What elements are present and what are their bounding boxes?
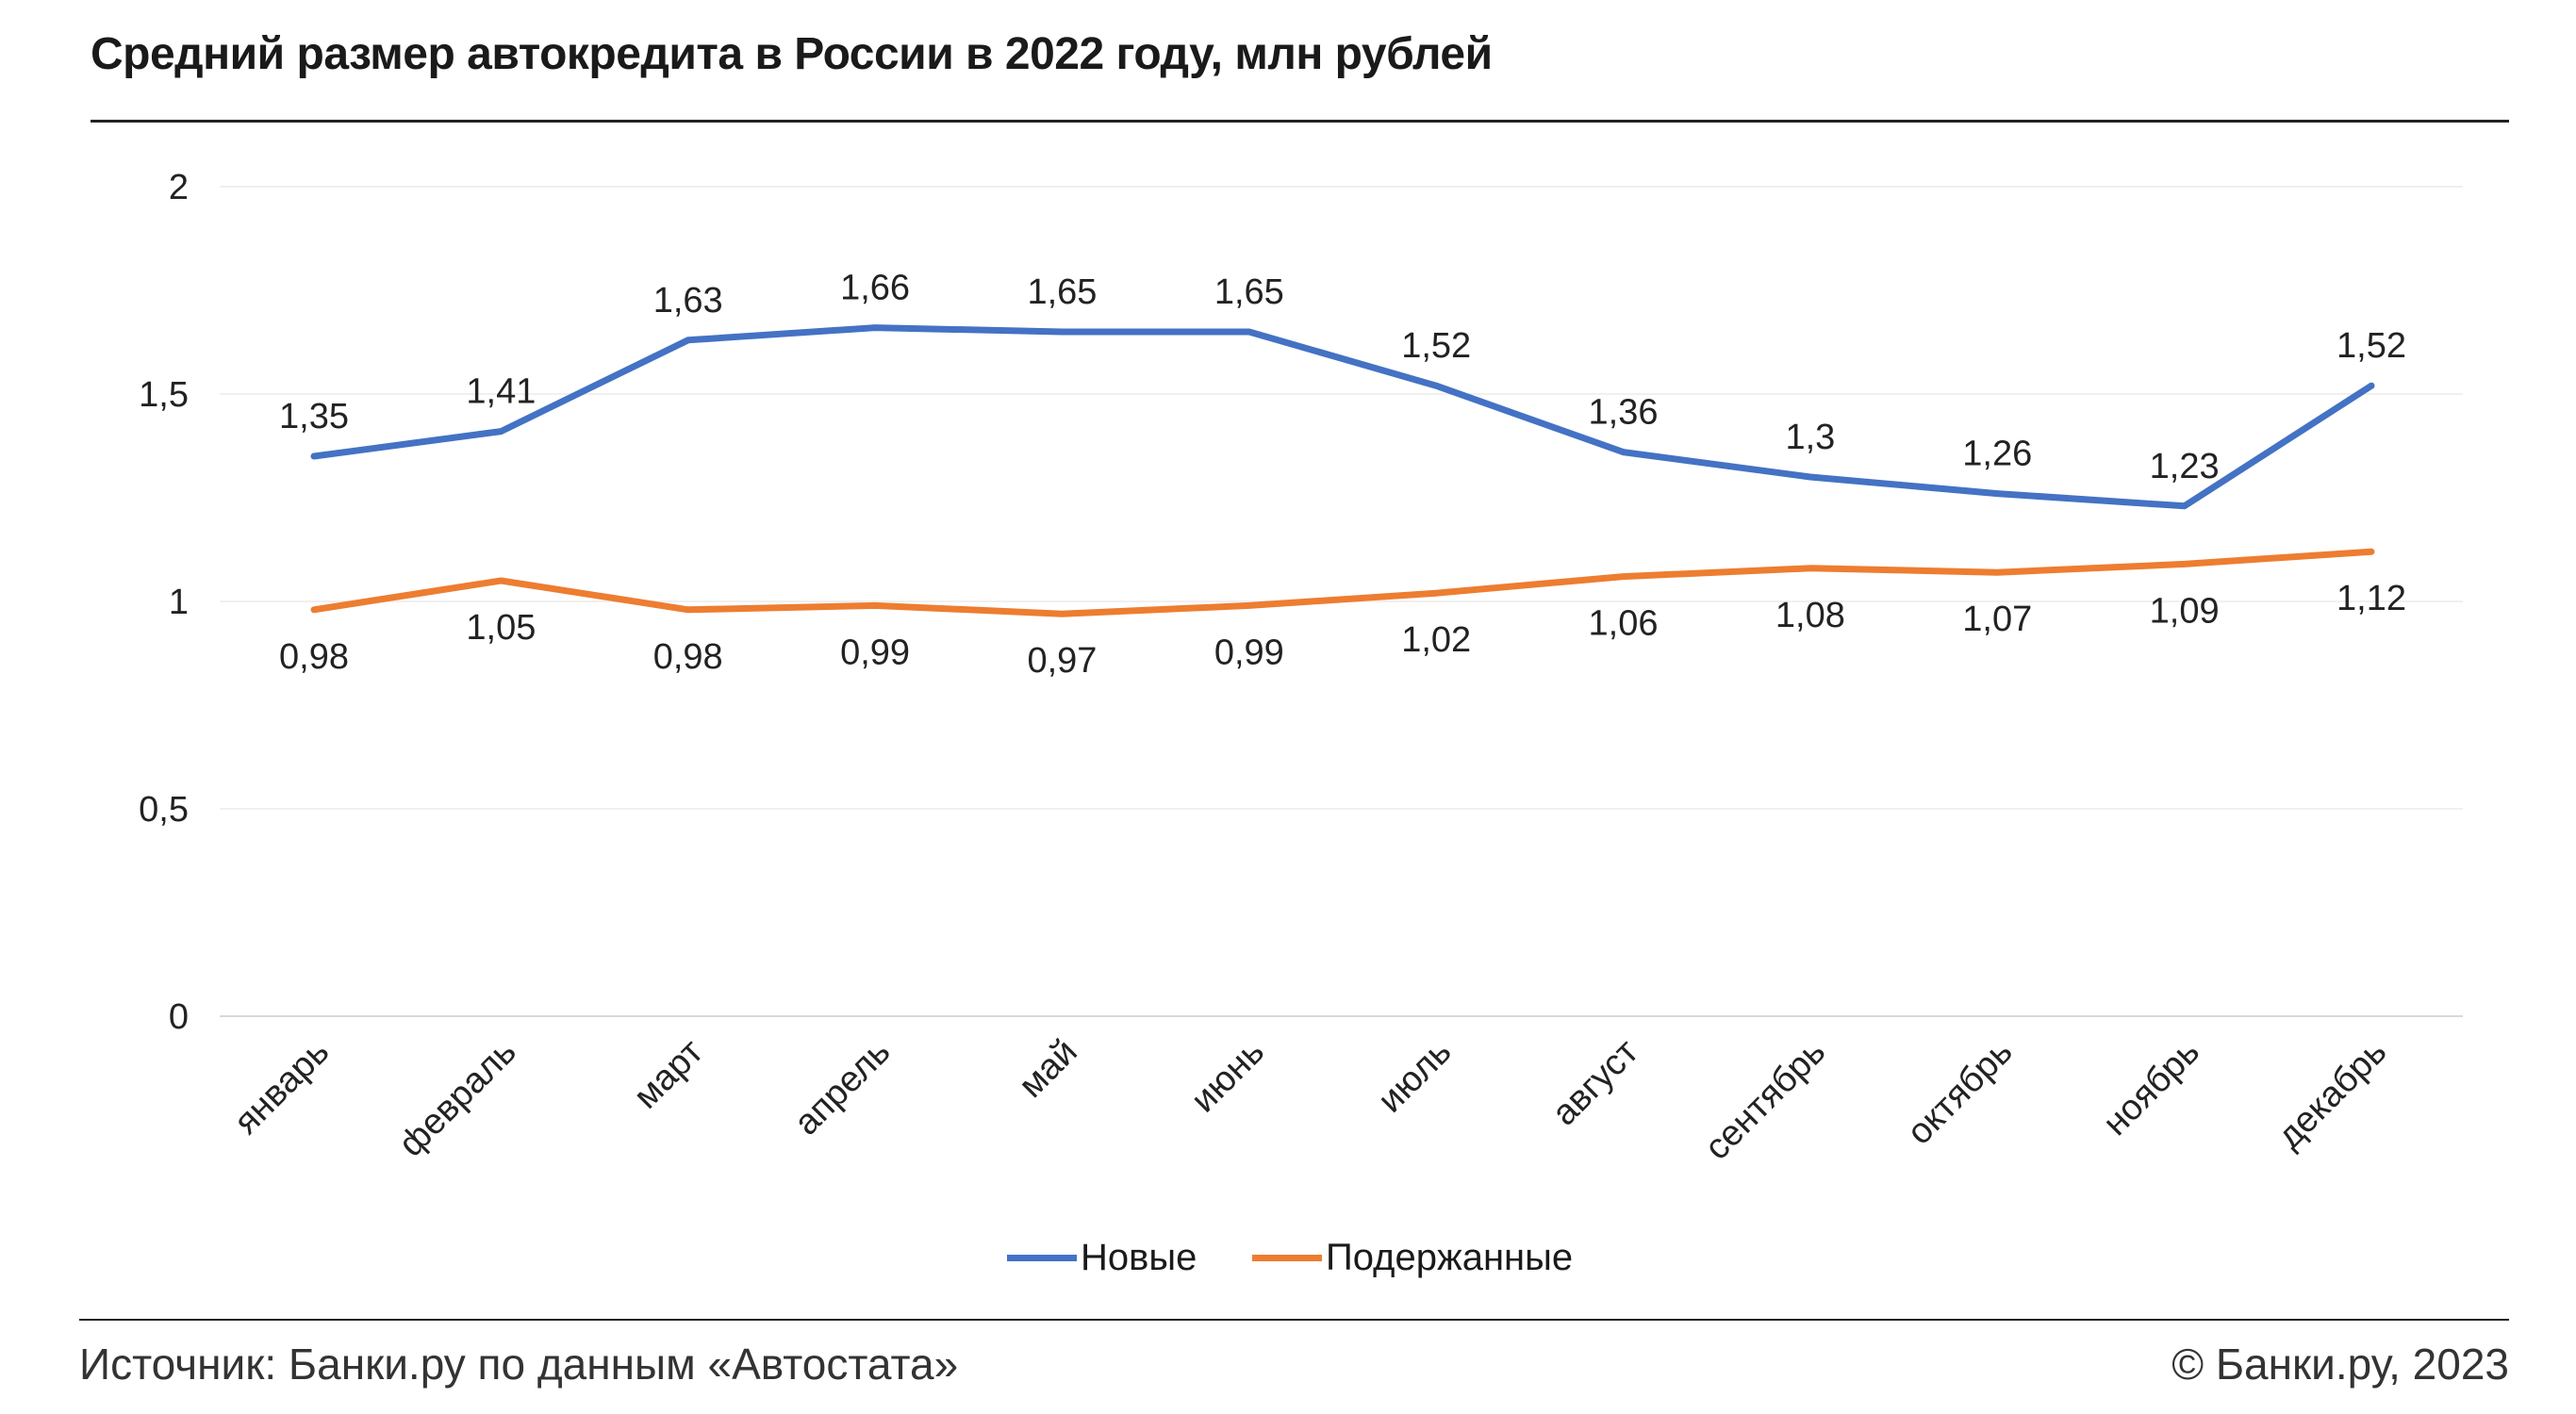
x-tick-label: январь xyxy=(226,1032,337,1143)
data-label: 0,99 xyxy=(840,633,910,672)
x-tick-label: июль xyxy=(1371,1032,1460,1121)
data-point xyxy=(313,455,315,457)
data-point xyxy=(1622,451,1625,453)
data-label: 0,98 xyxy=(653,637,723,677)
legend-label-used: Подержанные xyxy=(1326,1237,1574,1278)
data-label: 1,35 xyxy=(279,397,349,436)
chart-title: Средний размер автокредита в России в 20… xyxy=(91,29,1493,79)
data-label: 0,99 xyxy=(1214,633,1284,672)
data-label: 1,05 xyxy=(466,608,536,648)
data-label: 1,26 xyxy=(1962,435,2032,474)
x-tick-label: сентябрь xyxy=(1697,1032,1833,1168)
title-divider xyxy=(91,120,2509,123)
data-point xyxy=(2183,563,2186,566)
legend-item-used: Подержанные xyxy=(1252,1237,1573,1279)
data-label: 1,12 xyxy=(2337,579,2406,618)
legend-item-new: Новые xyxy=(1007,1237,1197,1279)
y-tick-label: 0 xyxy=(169,997,189,1037)
series-line-used xyxy=(310,548,2375,617)
legend-swatch-new xyxy=(1007,1255,1077,1261)
data-point xyxy=(874,604,877,607)
data-label: 1,52 xyxy=(1401,326,1471,366)
y-tick-label: 0,5 xyxy=(139,790,189,830)
x-tick-label: апрель xyxy=(787,1032,899,1143)
data-point xyxy=(2370,551,2372,553)
data-point xyxy=(1247,331,1250,333)
y-tick-label: 1 xyxy=(169,583,189,622)
data-point xyxy=(2183,504,2186,507)
data-label: 1,65 xyxy=(1027,272,1097,312)
data-point xyxy=(1808,567,1811,569)
x-tick-label: февраль xyxy=(391,1032,524,1165)
data-label: 1,52 xyxy=(2337,326,2406,366)
data-point xyxy=(1061,331,1064,333)
data-point xyxy=(1435,592,1438,595)
data-point xyxy=(500,430,503,433)
footer-divider xyxy=(79,1319,2509,1321)
data-point xyxy=(686,608,689,611)
data-point xyxy=(500,580,503,582)
data-label: 1,36 xyxy=(1589,393,1659,433)
data-label: 1,06 xyxy=(1589,604,1659,644)
legend-swatch-used xyxy=(1252,1255,1322,1261)
y-tick-label: 1,5 xyxy=(139,375,189,415)
x-tick-label: август xyxy=(1544,1032,1646,1134)
data-point xyxy=(1996,492,1999,495)
copyright: © Банки.ру, 2023 xyxy=(2171,1340,2509,1389)
data-label: 1,23 xyxy=(2150,447,2220,486)
x-tick-label: ноябрь xyxy=(2096,1032,2207,1143)
x-tick-label: март xyxy=(626,1032,711,1117)
data-point xyxy=(1247,604,1250,607)
legend-label-new: Новые xyxy=(1081,1237,1197,1278)
data-label: 1,02 xyxy=(1401,620,1471,660)
data-label: 0,97 xyxy=(1027,641,1097,681)
data-label: 1,09 xyxy=(2150,591,2220,631)
data-point xyxy=(313,608,315,611)
x-tick-label: октябрь xyxy=(1900,1032,2021,1153)
data-point xyxy=(874,326,877,329)
data-point xyxy=(1435,385,1438,387)
x-tick-label: май xyxy=(1012,1032,1085,1106)
y-tick-label: 2 xyxy=(169,168,189,207)
data-label: 1,07 xyxy=(1962,600,2032,639)
data-point xyxy=(2370,385,2372,387)
data-label: 0,98 xyxy=(279,637,349,677)
series-line-new xyxy=(310,324,2375,510)
x-tick-label: июнь xyxy=(1183,1032,1272,1121)
source-note: Источник: Банки.ру по данным «Автостата» xyxy=(79,1340,959,1389)
data-label: 1,66 xyxy=(840,269,910,308)
data-label: 1,08 xyxy=(1775,596,1845,635)
data-point xyxy=(1622,575,1625,578)
data-point xyxy=(1996,571,1999,574)
data-point xyxy=(686,338,689,341)
data-label: 1,63 xyxy=(653,281,723,321)
x-tick-label: декабрь xyxy=(2270,1032,2394,1157)
data-label: 1,41 xyxy=(466,372,536,412)
data-label: 1,3 xyxy=(1785,418,1835,457)
data-point xyxy=(1061,613,1064,616)
data-point xyxy=(1808,476,1811,478)
data-label: 1,65 xyxy=(1214,272,1284,312)
